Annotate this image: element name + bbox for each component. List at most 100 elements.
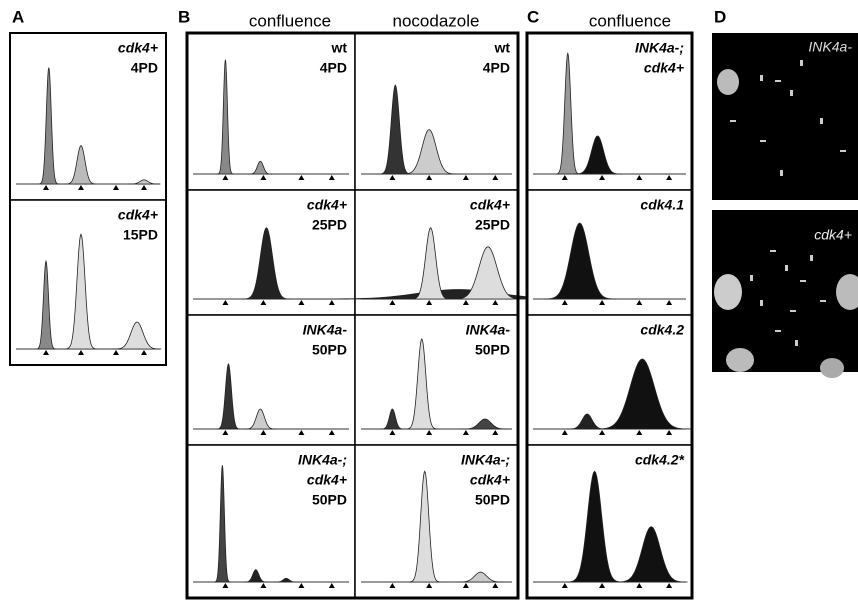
axis-marker — [462, 175, 469, 180]
histogram-peak — [242, 227, 291, 300]
axis-marker — [636, 430, 643, 435]
axis-marker — [141, 185, 147, 190]
histogram-peak — [64, 233, 98, 350]
nucleus — [714, 274, 742, 310]
axis-marker — [666, 175, 673, 180]
cell-label: cdk4.1 — [640, 197, 684, 213]
panel-border — [525, 31, 694, 600]
nucleus — [820, 358, 844, 378]
chromosome — [730, 120, 736, 122]
panel-label: B — [178, 7, 190, 26]
axis-marker — [389, 430, 396, 435]
axis-marker — [426, 175, 433, 180]
axis-marker — [141, 350, 147, 355]
chromosome — [760, 300, 763, 306]
histogram-frame — [354, 444, 519, 599]
cell-label: 25PD — [475, 217, 510, 233]
axis-marker — [599, 430, 606, 435]
cell-label: cdk4.2* — [635, 452, 685, 468]
axis-marker — [636, 175, 643, 180]
cell-label: cdk4+ — [118, 207, 158, 223]
cell-label: 4PD — [483, 60, 510, 76]
axis-marker — [666, 430, 673, 435]
panel-border — [185, 31, 520, 600]
chromosome — [820, 300, 826, 302]
chromosome — [810, 255, 813, 261]
histogram-peak — [35, 259, 57, 350]
histogram-peak — [460, 418, 510, 430]
cell-label: 4PD — [320, 60, 347, 76]
chromosome — [785, 265, 788, 271]
axis-marker — [260, 583, 267, 588]
axis-marker — [260, 430, 267, 435]
axis-marker — [328, 175, 335, 180]
cell-label: cdk4+ — [307, 197, 347, 213]
chromosome — [750, 275, 753, 281]
axis-marker — [298, 430, 305, 435]
cell-label: 25PD — [312, 217, 347, 233]
axis-marker — [561, 430, 568, 435]
axis-marker — [492, 300, 499, 305]
histogram-peak — [543, 222, 617, 300]
axis-marker — [328, 300, 335, 305]
cell-label: cdk4+ — [470, 472, 510, 488]
separator — [712, 200, 858, 210]
cell-label: wt — [330, 40, 347, 56]
cell-label: 15PD — [123, 227, 158, 243]
cell-label: INK4a-; — [635, 40, 684, 56]
axis-marker — [113, 185, 119, 190]
axis-marker — [222, 430, 229, 435]
image-label: INK4a- — [808, 39, 852, 55]
cell-label: 4PD — [131, 60, 158, 76]
histogram-peak — [400, 129, 458, 175]
cell-label: INK4a-; — [298, 452, 347, 468]
histogram-peak — [213, 465, 231, 583]
axis-marker — [426, 583, 433, 588]
histogram-peak — [38, 67, 60, 185]
histogram-peak — [64, 145, 98, 185]
histogram-peak — [127, 179, 161, 185]
column-header: nocodazole — [393, 11, 480, 30]
chromosome — [775, 330, 781, 332]
axis-marker — [636, 583, 643, 588]
cell-label: cdk4.2 — [640, 322, 684, 338]
axis-marker — [78, 185, 84, 190]
histogram-frame — [9, 32, 167, 201]
histogram-frame — [526, 189, 693, 316]
histogram-frame — [526, 32, 693, 191]
axis-marker — [462, 430, 469, 435]
axis-marker — [298, 175, 305, 180]
histogram-peak — [243, 408, 277, 430]
chromosome — [790, 310, 796, 312]
axis-marker — [492, 175, 499, 180]
histogram-peak — [408, 470, 442, 583]
axis-marker — [599, 583, 606, 588]
histogram-peak — [593, 358, 691, 430]
histogram-peak — [573, 135, 622, 175]
cell-label: cdk4+ — [307, 472, 347, 488]
nucleus — [717, 69, 739, 95]
axis-marker — [78, 350, 84, 355]
axis-marker — [389, 583, 396, 588]
cell-label: wt — [493, 40, 510, 56]
axis-marker — [43, 350, 49, 355]
axis-marker — [462, 300, 469, 305]
histogram-peak — [247, 160, 273, 175]
panel-label: A — [12, 7, 24, 26]
axis-marker — [260, 175, 267, 180]
chromosome — [840, 150, 846, 152]
panel-border — [9, 32, 167, 366]
chromosome — [800, 60, 803, 66]
axis-marker — [113, 350, 119, 355]
axis-marker — [298, 300, 305, 305]
cell-label: cdk4+ — [470, 197, 510, 213]
axis-marker — [260, 300, 267, 305]
panel-label: D — [714, 7, 726, 26]
histogram-peak — [555, 51, 581, 175]
axis-marker — [666, 300, 673, 305]
cell-label: INK4a-; — [461, 452, 510, 468]
axis-marker — [666, 583, 673, 588]
histogram-peak — [380, 408, 405, 430]
axis-marker — [222, 175, 229, 180]
